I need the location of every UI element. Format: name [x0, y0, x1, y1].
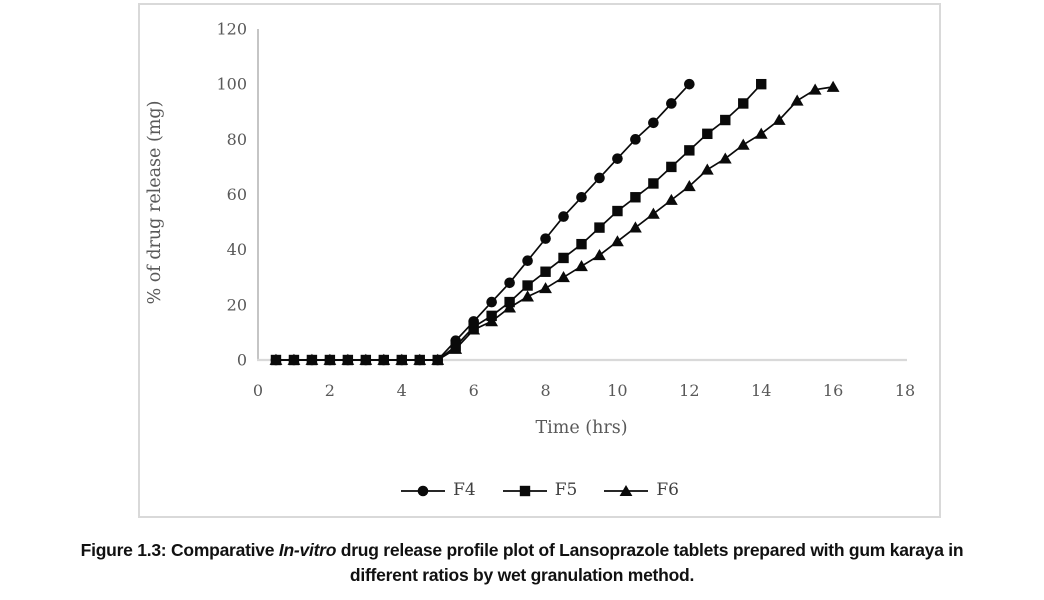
- caption-text-after-italic: drug release profile plot of Lansoprazol…: [336, 540, 964, 560]
- series-line-f5: [276, 83, 762, 361]
- marker-circle-f4: [522, 255, 533, 266]
- marker-triangle-f6: [575, 260, 588, 272]
- marker-square-f5: [522, 280, 533, 291]
- legend-marker-circle-icon: [401, 485, 446, 496]
- marker-square-f5: [540, 266, 551, 277]
- marker-triangle-f6: [646, 207, 660, 219]
- marker-square-f5: [324, 354, 336, 366]
- marker-circle-f4: [630, 134, 641, 145]
- marker-square-f5: [756, 78, 767, 90]
- marker-triangle-f6: [629, 221, 642, 233]
- caption-line-2: different ratios by wet granulation meth…: [349, 565, 695, 585]
- marker-circle-f4: [594, 172, 605, 184]
- series-line-f6: [276, 86, 834, 361]
- marker-square-f5: [450, 341, 461, 352]
- y-axis-title: % of drug release (mg): [145, 101, 165, 305]
- marker-triangle-f6: [539, 282, 552, 294]
- legend-label-f4: F4: [453, 480, 476, 500]
- legend-marker-square-icon: [502, 485, 547, 496]
- marker-triangle-f6: [682, 180, 696, 192]
- marker-square-f5: [432, 354, 443, 366]
- marker-triangle-f6: [664, 193, 678, 205]
- x-tick-label: 16: [823, 381, 843, 400]
- legend-item-f6: F6: [603, 482, 679, 499]
- marker-square-f5: [576, 238, 587, 250]
- x-axis-title: Time (hrs): [535, 418, 627, 438]
- marker-circle-f4: [576, 191, 587, 203]
- x-tick-label: 2: [325, 381, 335, 400]
- marker-triangle-f6: [736, 138, 750, 150]
- marker-circle-f4: [540, 233, 551, 244]
- marker-circle-f4: [648, 117, 659, 129]
- marker-square-f5: [702, 128, 713, 140]
- marker-circle-f4: [666, 98, 677, 109]
- marker-square-f5: [558, 252, 569, 264]
- drug-release-line-chart: 0 20 40 60 80 100 120 0 2 4 6 8 10 12 14 16 18 Time (hrs)…: [145, 20, 915, 439]
- marker-square-f5: [378, 354, 390, 366]
- marker-circle-f4: [486, 296, 497, 308]
- marker-circle-f4: [684, 78, 695, 90]
- series-line-f4: [276, 83, 690, 361]
- y-tick-label: 0: [237, 351, 247, 370]
- marker-square-f5: [630, 192, 641, 203]
- marker-triangle-f6: [754, 127, 768, 139]
- marker-triangle-f6: [808, 83, 822, 95]
- x-tick-label: 0: [253, 381, 263, 400]
- caption-italic-text: In-vitro: [278, 540, 337, 560]
- marker-triangle-f6: [772, 113, 786, 125]
- marker-circle-f4: [612, 153, 623, 164]
- marker-square-f5: [396, 354, 407, 366]
- marker-square-f5: [306, 354, 318, 366]
- marker-square-f5: [684, 145, 695, 156]
- marker-circle-f4: [558, 211, 569, 222]
- chart-legend: F4 F5 F6: [140, 482, 939, 499]
- legend-item-f4: F4: [400, 482, 476, 499]
- chart-plot-area: 0 20 40 60 80 100 120 0 2 4 6 8 10 12 14 16 18 Time (hrs)…: [138, 3, 941, 518]
- marker-square-f5: [360, 354, 372, 366]
- marker-triangle-f6: [718, 152, 732, 164]
- x-tick-label: 10: [607, 381, 627, 400]
- y-tick-label: 60: [227, 185, 247, 204]
- marker-square-f5: [414, 354, 425, 366]
- y-tick-label: 80: [227, 130, 247, 149]
- y-tick-label: 20: [227, 295, 247, 314]
- marker-triangle-f6: [790, 94, 804, 106]
- legend-item-f5: F5: [502, 480, 578, 500]
- caption-line-1: Figure 1.3: Comparative In-vitro drug re…: [0, 538, 1044, 563]
- x-tick-label: 18: [895, 381, 915, 400]
- x-tick-label: 4: [397, 381, 407, 400]
- marker-square-f5: [666, 161, 677, 173]
- marker-triangle-f6: [557, 271, 570, 283]
- marker-square-f5: [468, 321, 479, 333]
- legend-marker-triangle-icon: [604, 484, 649, 496]
- marker-square-f5: [504, 296, 515, 308]
- marker-circle-f4: [504, 277, 515, 289]
- marker-square-f5: [486, 310, 497, 322]
- marker-square-f5: [738, 98, 749, 109]
- marker-square-f5: [612, 205, 623, 217]
- caption-text-before-italic: Figure 1.3: Comparative: [80, 540, 279, 560]
- marker-square-f5: [270, 354, 282, 366]
- marker-square-f5: [342, 354, 354, 366]
- marker-square-f5: [648, 178, 659, 189]
- marker-square-f5: [720, 114, 731, 126]
- x-tick-label: 8: [540, 381, 550, 400]
- figure-caption: Figure 1.3: Comparative In-vitro drug re…: [0, 538, 1044, 588]
- y-tick-label: 120: [216, 20, 247, 39]
- marker-triangle-f6: [700, 163, 714, 175]
- x-tick-label: 6: [469, 381, 479, 400]
- marker-triangle-f6: [521, 290, 534, 302]
- legend-label-f6: F6: [656, 480, 679, 500]
- legend-label-f5: F5: [554, 480, 578, 500]
- marker-triangle-f6: [611, 235, 624, 247]
- y-tick-label: 100: [216, 75, 247, 94]
- marker-triangle-f6: [593, 248, 606, 261]
- marker-square-f5: [594, 222, 605, 233]
- x-tick-label: 14: [751, 381, 771, 400]
- marker-square-f5: [288, 354, 300, 366]
- y-tick-label: 40: [227, 240, 247, 259]
- marker-triangle-f6: [826, 80, 840, 92]
- x-tick-label: 12: [679, 381, 699, 400]
